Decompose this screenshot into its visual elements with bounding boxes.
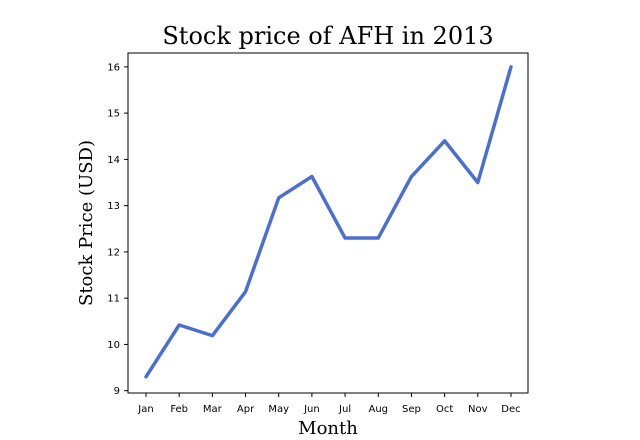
y-axis: 9 10 11 12 13 14 15 16 bbox=[107, 62, 128, 397]
y-tick-label: 10 bbox=[107, 340, 120, 351]
x-tick-label: Nov bbox=[468, 404, 488, 415]
plot-area bbox=[127, 52, 529, 394]
x-tick-label: Jul bbox=[338, 404, 351, 415]
chart-title: Stock price of AFH in 2013 bbox=[162, 22, 493, 50]
y-tick-label: 9 bbox=[114, 386, 120, 397]
x-tick-label: Jan bbox=[137, 404, 153, 415]
x-axis-label: Month bbox=[298, 418, 358, 439]
y-tick-label: 11 bbox=[107, 294, 120, 305]
y-axis-label: Stock Price (USD) bbox=[76, 140, 97, 306]
x-tick-label: Apr bbox=[237, 404, 255, 415]
x-tick-label: Feb bbox=[170, 404, 188, 415]
x-tick-label: May bbox=[268, 404, 289, 415]
x-tick-label: Aug bbox=[368, 404, 388, 415]
x-tick-label: Dec bbox=[501, 404, 520, 415]
x-tick-label: Jun bbox=[303, 404, 320, 415]
x-tick-label: Mar bbox=[203, 404, 223, 415]
y-tick-label: 15 bbox=[107, 109, 120, 120]
x-tick-label: Oct bbox=[436, 404, 453, 415]
y-tick-label: 13 bbox=[107, 201, 120, 212]
y-tick-label: 12 bbox=[107, 247, 120, 258]
y-tick-label: 14 bbox=[107, 155, 120, 166]
x-tick-label: Sep bbox=[402, 404, 421, 415]
series-layer bbox=[144, 65, 513, 379]
series-line bbox=[144, 65, 513, 379]
y-tick-label: 16 bbox=[107, 62, 120, 73]
x-axis: Jan Feb Mar Apr May Jun Jul Aug Sep Oct Nov Dec bbox=[137, 393, 521, 415]
